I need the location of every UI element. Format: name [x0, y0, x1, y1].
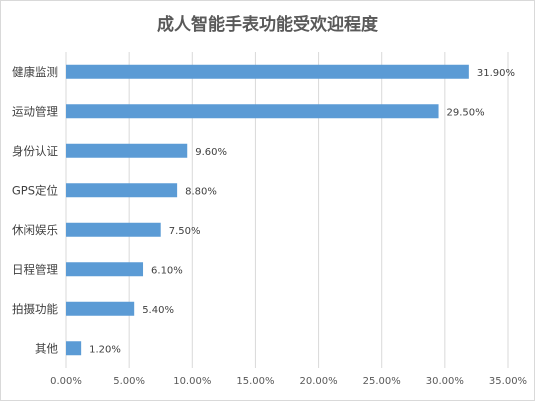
bar — [66, 301, 135, 316]
x-tick-label: 5.00% — [113, 376, 145, 387]
bar — [66, 222, 161, 237]
value-label: 31.90% — [477, 68, 515, 79]
x-tick-labels: 0.00% 5.00% 10.00% 15.00% 20.00% 25.00% 30.00%… — [50, 376, 527, 387]
category-label: 休闲娱乐 — [12, 223, 58, 237]
category-label: 身份认证 — [12, 144, 58, 158]
x-tick-label: 35.00% — [489, 376, 527, 387]
x-tick-label: 10.00% — [173, 376, 211, 387]
value-label: 29.50% — [447, 107, 485, 118]
value-label: 6.10% — [151, 265, 183, 276]
value-label: 9.60% — [195, 147, 227, 158]
category-label: 日程管理 — [12, 262, 58, 276]
bar — [66, 104, 439, 119]
x-tick-label: 25.00% — [363, 376, 401, 387]
value-label: 5.40% — [142, 305, 174, 316]
x-tick-label: 20.00% — [300, 376, 338, 387]
value-label: 8.80% — [185, 186, 217, 197]
bars — [66, 64, 469, 356]
value-label: 7.50% — [169, 226, 201, 237]
x-tick-label: 0.00% — [50, 376, 82, 387]
chart-title: 成人智能手表功能受欢迎程度 — [157, 15, 378, 35]
bar — [66, 183, 178, 198]
value-labels: 31.90% 29.50% 9.60% 8.80% 7.50% 6.10% 5.40% 1.2… — [89, 68, 515, 356]
category-label: GPS定位 — [12, 183, 58, 197]
bar — [66, 143, 188, 158]
bar — [66, 64, 469, 79]
category-label: 健康监测 — [12, 65, 58, 79]
category-label: 运动管理 — [12, 104, 58, 118]
category-label: 其他 — [35, 341, 58, 355]
bar — [66, 341, 82, 356]
x-tick-label: 15.00% — [236, 376, 274, 387]
value-label: 1.20% — [89, 344, 121, 355]
gridlines — [65, 52, 509, 368]
bar — [66, 262, 144, 277]
category-label: 拍摄功能 — [12, 302, 58, 316]
x-tick-label: 30.00% — [426, 376, 464, 387]
